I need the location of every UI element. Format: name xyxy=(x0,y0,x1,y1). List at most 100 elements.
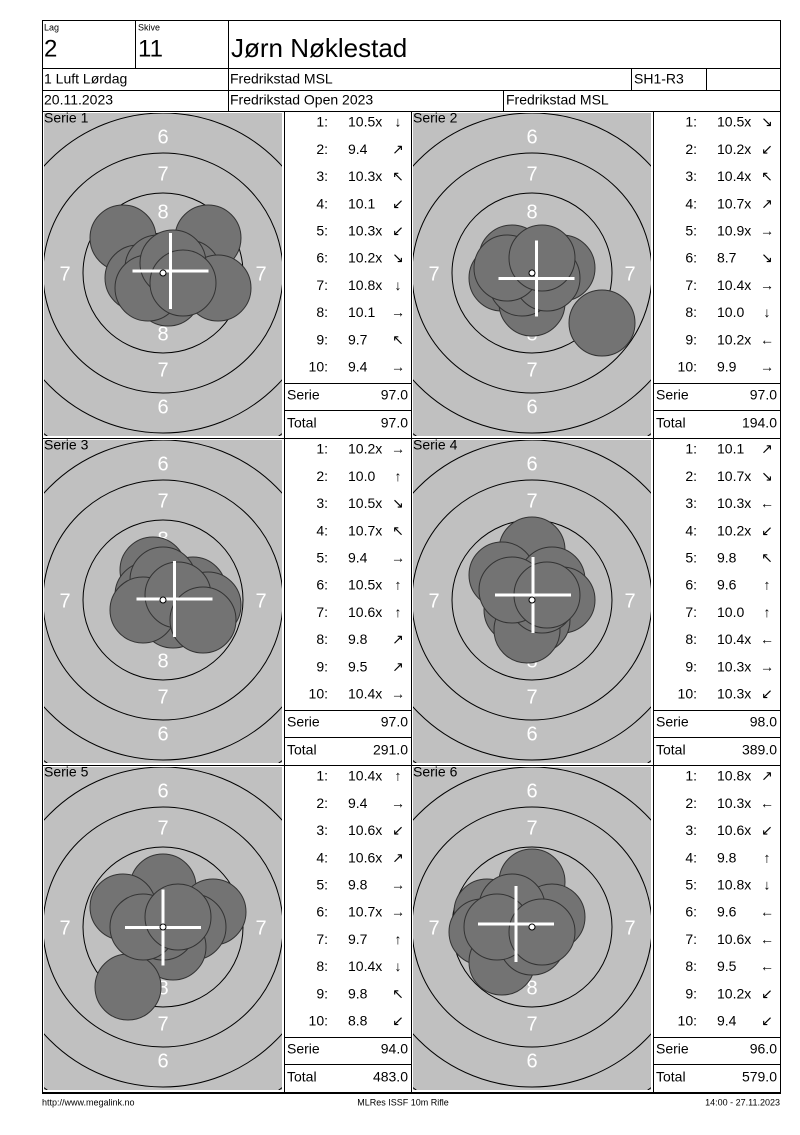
ring-label: 6 xyxy=(157,396,168,418)
event: Fredrikstad Open 2023 xyxy=(230,92,373,108)
ring-label: 6 xyxy=(526,1050,537,1072)
shot-score: 10.8x xyxy=(717,877,751,893)
ring-label: 7 xyxy=(624,917,635,939)
ring-label: 6 xyxy=(526,396,537,418)
shot-score: 10.1 xyxy=(348,195,375,211)
ring xyxy=(413,806,651,1048)
shot-direction: ↗ xyxy=(392,658,404,674)
ring-label: 7 xyxy=(255,590,266,612)
ring-label: 7 xyxy=(526,490,537,512)
shot-score: 9.8 xyxy=(717,849,737,865)
shot-score: 10.6x xyxy=(717,931,751,947)
shot-direction: → xyxy=(760,223,774,239)
ring-label: 6 xyxy=(157,126,168,148)
shot-number: 10: xyxy=(309,1013,328,1029)
total-sum: 579.0 xyxy=(742,1069,777,1085)
ring-label: 7 xyxy=(428,917,439,939)
shot-score: 10.0 xyxy=(717,304,744,320)
shot-number: 8: xyxy=(316,631,328,647)
shot-score: 10.2x xyxy=(717,522,751,538)
shot-score: 10.5x xyxy=(348,577,382,593)
ring-label: 7 xyxy=(526,817,537,839)
shot-direction: ↑ xyxy=(764,604,771,620)
ring-label: 8 xyxy=(157,977,168,999)
total-label: Total xyxy=(287,1069,317,1085)
shot-number: 1: xyxy=(316,441,328,457)
shot-number: 9: xyxy=(685,658,697,674)
shot-direction: ← xyxy=(760,795,774,811)
serie-label: Serie xyxy=(287,1041,320,1057)
date: 20.11.2023 xyxy=(44,92,113,108)
shot-number: 10: xyxy=(678,359,697,375)
shot-number: 4: xyxy=(685,195,697,211)
shot-number: 9: xyxy=(685,331,697,347)
ring-label: 7 xyxy=(526,686,537,708)
shot-hole xyxy=(149,249,217,317)
shot-direction: ↖ xyxy=(392,522,404,538)
shot-number: 7: xyxy=(316,604,328,620)
shot-number: 3: xyxy=(316,822,328,838)
shot-score: 9.8 xyxy=(717,550,737,566)
shot-number: 5: xyxy=(316,223,328,239)
shot-score: 10.4x xyxy=(348,686,382,702)
shot-direction: ↘ xyxy=(392,495,404,511)
shot-direction: ↓ xyxy=(395,958,402,974)
shot-score: 10.3x xyxy=(717,795,751,811)
shot-score: 9.8 xyxy=(348,985,368,1001)
shot-score: 10.2x xyxy=(717,985,751,1001)
shot-direction: ↙ xyxy=(392,822,404,838)
shot-hole xyxy=(508,898,576,966)
shot-number: 7: xyxy=(685,604,697,620)
ring-label: 6 xyxy=(157,453,168,475)
shot-number: 8: xyxy=(316,304,328,320)
list-border xyxy=(653,765,781,1093)
ring-label: 7 xyxy=(157,359,168,381)
serie-label: Serie xyxy=(287,714,320,730)
shot-direction: ↖ xyxy=(761,168,773,184)
shot-direction: ← xyxy=(760,631,774,647)
shot-score: 10.3x xyxy=(717,495,751,511)
shot-direction: ↘ xyxy=(761,468,773,484)
series-title: Serie 5 xyxy=(44,764,89,780)
shot-number: 10: xyxy=(678,686,697,702)
shot-direction: → xyxy=(391,795,405,811)
shot-direction: ↑ xyxy=(395,931,402,947)
shot-number: 2: xyxy=(685,795,697,811)
shot-score: 9.6 xyxy=(717,577,737,593)
shot-score: 9.8 xyxy=(348,631,368,647)
shot-score: 10.2x xyxy=(348,441,382,457)
serie-sum: 97.0 xyxy=(381,387,408,403)
shot-direction: ↑ xyxy=(395,604,402,620)
ring-label: 7 xyxy=(624,263,635,285)
ring-label: 6 xyxy=(157,723,168,745)
shot-number: 6: xyxy=(685,577,697,593)
centre-dot xyxy=(528,269,536,277)
shot-direction: → xyxy=(391,904,405,920)
shot-number: 10: xyxy=(309,686,328,702)
serie-sum: 97.0 xyxy=(381,714,408,730)
shot-direction: ↙ xyxy=(761,686,773,702)
shot-number: 2: xyxy=(685,468,697,484)
shot-direction: ↘ xyxy=(761,114,773,130)
shot-direction: → xyxy=(760,359,774,375)
ring-label: 8 xyxy=(157,650,168,672)
ring-label: 8 xyxy=(157,323,168,345)
ring-label: 6 xyxy=(526,453,537,475)
serie-label: Serie xyxy=(287,387,320,403)
shot-number: 3: xyxy=(685,495,697,511)
shot-hole xyxy=(94,953,162,1021)
shot-number: 7: xyxy=(316,277,328,293)
shot-number: 2: xyxy=(316,141,328,157)
centre-dot xyxy=(159,269,167,277)
shot-direction: ↖ xyxy=(392,331,404,347)
shot-number: 7: xyxy=(685,277,697,293)
total-sum: 483.0 xyxy=(373,1069,408,1085)
shot-score: 8.8 xyxy=(348,1013,368,1029)
shot-direction: ↗ xyxy=(761,441,773,457)
shot-number: 5: xyxy=(316,877,328,893)
total-sum: 194.0 xyxy=(742,415,777,431)
shot-number: 2: xyxy=(316,795,328,811)
shot-number: 5: xyxy=(685,550,697,566)
shot-direction: ↙ xyxy=(761,522,773,538)
shot-direction: ↑ xyxy=(395,468,402,484)
